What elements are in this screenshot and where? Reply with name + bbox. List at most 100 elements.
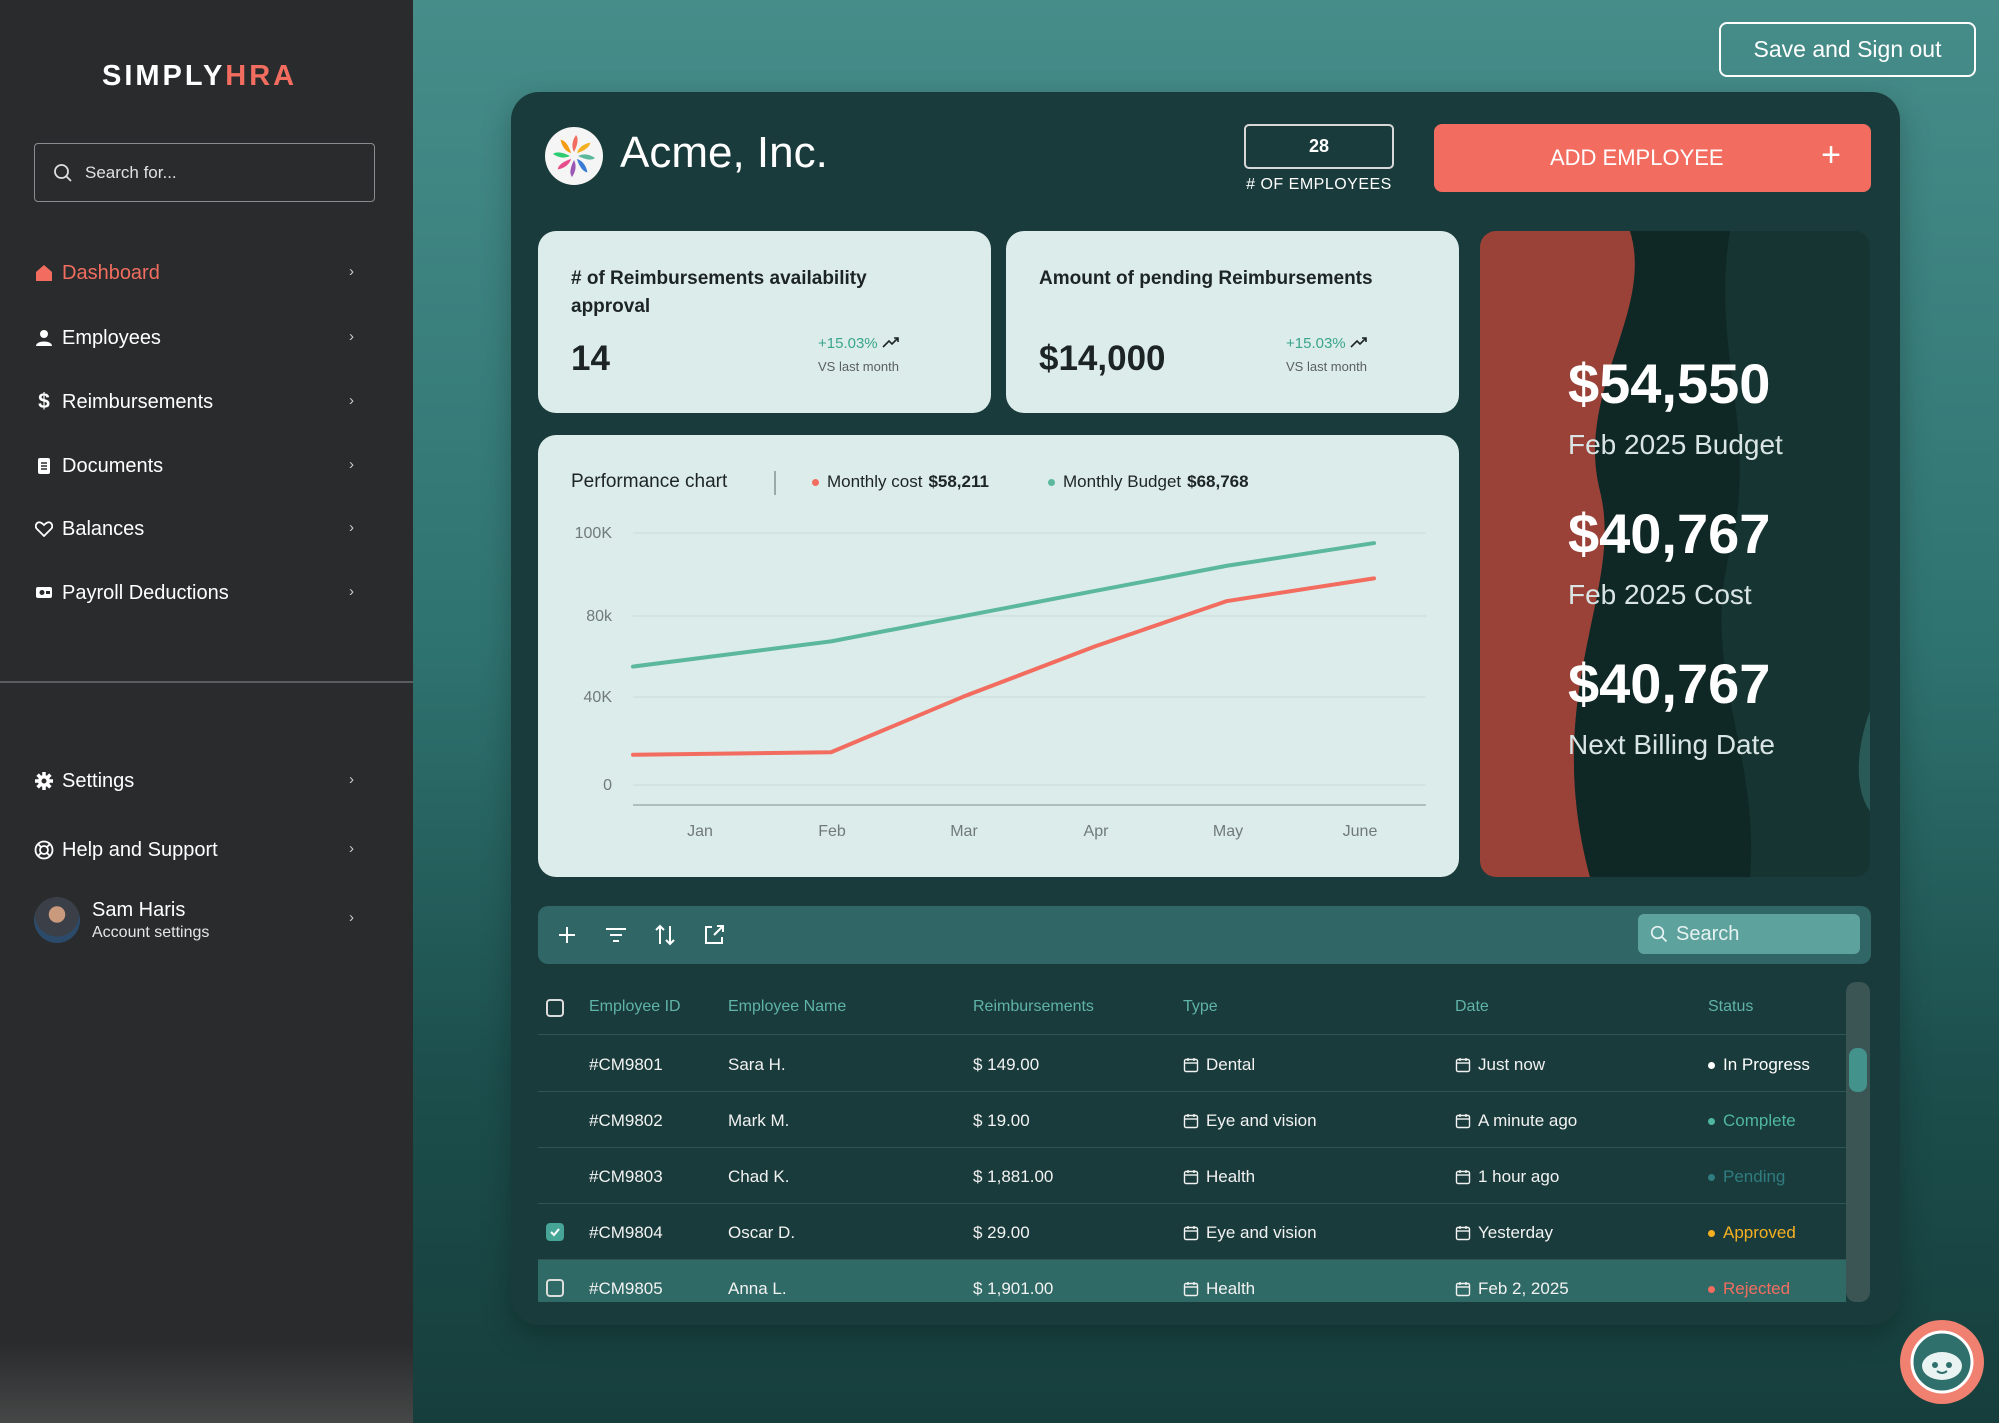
performance-chart-card: Performance chart Monthly cost $58,211 Mo…: [538, 435, 1459, 877]
column-header-date[interactable]: Date: [1455, 998, 1489, 1015]
chevron-right-icon: ›: [349, 840, 354, 857]
calendar-icon: [1183, 1058, 1199, 1073]
employee-id: #CM9803: [589, 1167, 663, 1186]
legend-monthly-budget: Monthly Budget $68,768: [1048, 472, 1249, 492]
user-name: Sam Haris: [92, 898, 186, 921]
trend-up-icon: [1350, 337, 1367, 348]
status-badge: Approved: [1708, 1223, 1796, 1243]
status-badge: Complete: [1708, 1111, 1796, 1131]
y-tick-label: 100K: [575, 525, 613, 542]
calendar-icon: [1183, 1170, 1199, 1185]
row-checkbox[interactable]: [546, 1223, 564, 1241]
column-header-employee-id[interactable]: Employee ID: [589, 998, 681, 1015]
save-and-sign-out-button[interactable]: Save and Sign out: [1719, 22, 1976, 77]
sidebar-item-help-support[interactable]: Help and Support ›: [34, 830, 354, 870]
pending-reimbursements-card: Amount of pending Reimbursements $14,000…: [1006, 231, 1459, 413]
chevron-right-icon: ›: [349, 392, 354, 409]
status-label: In Progress: [1723, 1055, 1810, 1074]
y-tick-label: 0: [603, 777, 612, 794]
sidebar-item-balances[interactable]: Balances ›: [34, 509, 354, 549]
x-tick-label: Jan: [687, 823, 713, 840]
account-settings-link: Account settings: [92, 923, 210, 941]
sidebar-item-employees[interactable]: Employees ›: [34, 318, 354, 358]
card-vs-label: VS last month: [1286, 359, 1367, 374]
brand-logo[interactable]: SIMPLYHRA: [102, 60, 297, 93]
table-row[interactable]: #CM9803 Chad K. $ 1,881.00 Health 1 hour ago…: [538, 1148, 1846, 1204]
export-icon[interactable]: [701, 922, 727, 948]
column-header-status[interactable]: Status: [1708, 998, 1754, 1015]
sidebar-item-payroll-deductions[interactable]: Payroll Deductions ›: [34, 573, 354, 613]
table-toolbar: Search: [538, 906, 1871, 964]
brand-text-hra: HRA: [225, 60, 298, 92]
table-row[interactable]: #CM9804 Oscar D. $ 29.00 Eye and vision Yest…: [538, 1204, 1846, 1260]
employee-name: Sara H.: [728, 1055, 786, 1074]
table-search-input[interactable]: Search: [1638, 914, 1860, 954]
budget-summary-card: $54,550 Feb 2025 Budget $40,767 Feb 2025…: [1480, 231, 1870, 877]
select-all-checkbox[interactable]: [546, 999, 564, 1017]
legend-label: Monthly cost: [827, 472, 923, 491]
reimbursement-amount: $ 149.00: [973, 1055, 1040, 1074]
search-placeholder: Search for...: [85, 162, 177, 182]
chevron-right-icon: ›: [349, 583, 354, 600]
heart-icon: [34, 519, 54, 539]
user-icon: [34, 328, 54, 348]
employee-count: 28: [1244, 124, 1394, 169]
company-logo: [545, 127, 603, 185]
chart-title: Performance chart: [571, 471, 728, 492]
home-icon: [34, 263, 54, 283]
table-scrollbar-thumb[interactable]: [1849, 1048, 1867, 1092]
table-header-row: Employee ID Employee Name Reimbursements…: [538, 980, 1846, 1035]
card-value: 14: [571, 339, 610, 378]
sidebar: SIMPLYHRA Search for... Dashboard › Empl…: [0, 0, 413, 1423]
sort-icon[interactable]: [652, 922, 678, 948]
table-row[interactable]: #CM9801 Sara H. $ 149.00 Dental Just now In P…: [538, 1036, 1846, 1092]
row-checkbox[interactable]: [546, 1279, 564, 1297]
add-icon[interactable]: [554, 922, 580, 948]
column-header-reimbursements[interactable]: Reimbursements: [973, 998, 1094, 1015]
sidebar-item-documents[interactable]: Documents ›: [34, 446, 354, 486]
chevron-right-icon: ›: [349, 771, 354, 788]
card-title: # of Reimbursements availability approva…: [571, 268, 867, 317]
chevron-right-icon: ›: [349, 328, 354, 345]
lifebuoy-icon: [34, 840, 54, 860]
table-scrollbar[interactable]: [1846, 982, 1870, 1302]
calendar-icon: [1455, 1226, 1471, 1241]
add-employee-button[interactable]: ADD EMPLOYEE +: [1434, 124, 1871, 192]
brand-text-simply: SIMPLY: [102, 60, 226, 92]
sidebar-item-reimbursements[interactable]: $ Reimbursements ›: [34, 382, 354, 422]
legend-label: Monthly Budget: [1063, 472, 1182, 491]
column-header-employee-name[interactable]: Employee Name: [728, 998, 847, 1015]
x-tick-label: June: [1343, 823, 1378, 840]
status-badge: Rejected: [1708, 1279, 1790, 1299]
x-tick-label: May: [1213, 823, 1243, 840]
calendar-icon: [1455, 1170, 1471, 1185]
robot-icon: [1910, 1330, 1974, 1394]
series-line-monthly-budget: [631, 541, 1376, 669]
type-label: Health: [1206, 1167, 1256, 1186]
calendar-icon: [1183, 1114, 1199, 1129]
column-header-type[interactable]: Type: [1183, 998, 1218, 1015]
sidebar-item-settings[interactable]: Settings ›: [34, 761, 354, 801]
employee-name: Oscar D.: [728, 1223, 796, 1242]
x-tick-label: Apr: [1084, 823, 1110, 840]
reimbursement-date: Yesterday: [1455, 1223, 1553, 1243]
chevron-right-icon: ›: [349, 456, 354, 473]
user-account[interactable]: Sam Haris Account settings ›: [34, 895, 354, 945]
reimbursement-date: Just now: [1455, 1055, 1545, 1075]
sidebar-item-label: Dashboard: [62, 261, 160, 284]
type-label: Health: [1206, 1279, 1256, 1298]
reimbursement-type: Health: [1183, 1279, 1255, 1299]
table-row[interactable]: #CM9805 Anna L. $ 1,901.00 Health Feb 2, 202…: [538, 1260, 1846, 1302]
x-tick-label: Feb: [818, 823, 846, 840]
calendar-icon: [1455, 1058, 1471, 1073]
sidebar-item-dashboard[interactable]: Dashboard ›: [34, 253, 354, 293]
budget-value: $54,550: [1568, 352, 1771, 415]
sidebar-search-input[interactable]: Search for...: [34, 143, 375, 202]
table-row[interactable]: #CM9802 Mark M. $ 19.00 Eye and vision A min…: [538, 1092, 1846, 1148]
change-percent: +15.03%: [1286, 335, 1346, 352]
reimbursement-date: 1 hour ago: [1455, 1167, 1559, 1187]
card-change: +15.03%: [818, 335, 900, 352]
avatar: [34, 897, 80, 943]
filter-icon[interactable]: [603, 922, 629, 948]
chatbot-button[interactable]: [1900, 1320, 1984, 1404]
